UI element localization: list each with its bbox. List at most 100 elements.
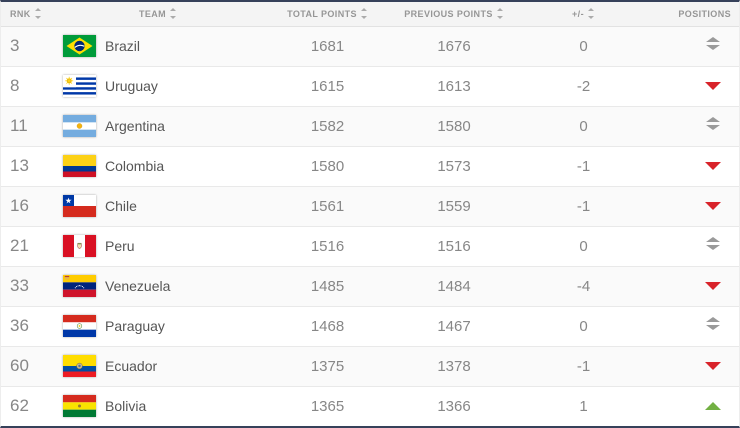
team-name[interactable]: Paraguay bbox=[105, 318, 165, 334]
team-cell[interactable]: Ecuador bbox=[51, 346, 265, 387]
team-cell[interactable]: Paraguay bbox=[51, 306, 265, 347]
previous-points-cell: 1516 bbox=[390, 226, 518, 267]
position-trend-up-icon bbox=[705, 402, 721, 411]
previous-points-cell: 1559 bbox=[390, 186, 518, 227]
rank-cell: 33 bbox=[1, 266, 51, 307]
positions-cell bbox=[649, 26, 739, 67]
table-row[interactable]: 36 Paraguay 1468 1467 0 bbox=[1, 306, 739, 347]
column-header-positions: POSITIONS bbox=[649, 2, 739, 27]
total-points-cell: 1468 bbox=[265, 306, 390, 347]
rank-cell: 60 bbox=[1, 346, 51, 387]
column-header-change[interactable]: +/- bbox=[518, 2, 649, 27]
column-header-previous-points[interactable]: PREVIOUS POINTS bbox=[390, 2, 518, 27]
brazil-flag-icon bbox=[63, 35, 96, 57]
total-points-cell: 1580 bbox=[265, 146, 390, 187]
positions-cell bbox=[649, 146, 739, 187]
team-name[interactable]: Bolivia bbox=[105, 398, 147, 415]
position-trend-down-icon bbox=[705, 362, 721, 370]
previous-points-cell: 1366 bbox=[437, 397, 471, 415]
points-change-cell: 0 bbox=[518, 106, 649, 147]
rank-cell: 11 bbox=[1, 106, 51, 147]
table-row[interactable]: 16 Chile 1561 1559 -1 bbox=[1, 186, 739, 227]
sort-icon[interactable] bbox=[360, 8, 368, 20]
position-trend-equal-icon bbox=[706, 117, 721, 130]
total-points-cell: 1375 bbox=[265, 346, 390, 387]
points-change-cell: 0 bbox=[518, 226, 649, 267]
team-cell[interactable]: Brazil bbox=[51, 26, 265, 67]
team-name[interactable]: Uruguay bbox=[105, 78, 158, 94]
table-row[interactable]: 8 Uruguay 1615 1613 -2 bbox=[1, 66, 739, 107]
total-points-cell: 1615 bbox=[265, 66, 390, 107]
points-change-cell: -1 bbox=[518, 146, 649, 187]
position-trend-down-icon bbox=[705, 82, 721, 90]
table-row[interactable]: 11 Argentina 1582 1580 0 bbox=[1, 106, 739, 147]
sort-icon[interactable] bbox=[496, 8, 504, 20]
team-cell[interactable]: Peru bbox=[51, 226, 265, 267]
colombia-flag-icon bbox=[63, 155, 96, 177]
team-cell[interactable]: Colombia bbox=[51, 146, 265, 187]
positions-cell bbox=[649, 226, 739, 267]
bolivia-flag-icon bbox=[63, 395, 96, 418]
positions-cell bbox=[649, 106, 739, 147]
points-change-cell: 0 bbox=[518, 306, 649, 347]
team-name[interactable]: Argentina bbox=[105, 118, 165, 134]
column-header-positions-label: POSITIONS bbox=[678, 8, 731, 19]
points-change-cell: -1 bbox=[518, 186, 649, 227]
rank-cell: 36 bbox=[1, 306, 51, 347]
sort-icon[interactable] bbox=[170, 8, 177, 20]
peru-flag-icon bbox=[63, 235, 96, 257]
points-change-cell: -1 bbox=[518, 346, 649, 387]
argentina-flag-icon bbox=[63, 115, 96, 137]
paraguay-flag-icon bbox=[63, 315, 96, 337]
table-row[interactable]: 33 Venezuela 1485 1484 -4 bbox=[1, 266, 739, 307]
team-cell[interactable]: Chile bbox=[51, 186, 265, 227]
team-cell[interactable]: Uruguay bbox=[51, 66, 265, 107]
team-name[interactable]: Peru bbox=[105, 238, 135, 254]
team-name[interactable]: Venezuela bbox=[105, 278, 171, 294]
rank-cell: 16 bbox=[1, 186, 51, 227]
previous-points-cell: 1580 bbox=[390, 106, 518, 147]
total-points-cell: 1516 bbox=[265, 226, 390, 267]
previous-points-cell: 1378 bbox=[390, 346, 518, 387]
rank-cell: 62 bbox=[10, 396, 29, 416]
total-points-cell: 1582 bbox=[265, 106, 390, 147]
position-trend-down-icon bbox=[705, 282, 721, 290]
venezuela-flag-icon bbox=[63, 275, 96, 297]
sort-icon[interactable] bbox=[587, 8, 595, 20]
team-name[interactable]: Chile bbox=[105, 198, 137, 214]
table-row[interactable]: 62 Bolivia 1365 1366 1 bbox=[1, 386, 739, 426]
team-cell[interactable]: Venezuela bbox=[51, 266, 265, 307]
table-header: RNK TEAM TOTAL POINTS PREVIOUS POINTS +/… bbox=[1, 2, 739, 27]
points-change-cell: -4 bbox=[518, 266, 649, 307]
rank-cell: 8 bbox=[1, 66, 51, 107]
team-name[interactable]: Ecuador bbox=[105, 358, 158, 374]
team-cell[interactable]: Bolivia bbox=[51, 386, 265, 426]
position-trend-equal-icon bbox=[706, 317, 721, 330]
previous-points-cell: 1613 bbox=[390, 66, 518, 107]
column-header-total-points[interactable]: TOTAL POINTS bbox=[265, 2, 390, 27]
rank-cell: 21 bbox=[1, 226, 51, 267]
sort-icon[interactable] bbox=[34, 8, 42, 20]
total-points-cell: 1561 bbox=[265, 186, 390, 227]
column-header-team[interactable]: TEAM bbox=[51, 2, 265, 27]
table-row[interactable]: 21 Peru 1516 1516 0 bbox=[1, 226, 739, 267]
previous-points-cell: 1573 bbox=[390, 146, 518, 187]
team-name[interactable]: Colombia bbox=[105, 158, 165, 174]
rank-cell: 13 bbox=[1, 146, 51, 187]
column-header-rank-label: RNK bbox=[10, 9, 31, 20]
position-trend-down-icon bbox=[705, 202, 721, 210]
team-name[interactable]: Brazil bbox=[105, 38, 141, 54]
table-row[interactable]: 60 Ecuador 1375 1378 -1 bbox=[1, 346, 739, 387]
team-cell[interactable]: Argentina bbox=[51, 106, 265, 147]
table-row[interactable]: 13 Colombia 1580 1573 -1 bbox=[1, 146, 739, 187]
total-points-cell: 1681 bbox=[265, 26, 390, 67]
column-header-change-label: +/- bbox=[572, 9, 584, 20]
column-header-previous-points-label: PREVIOUS POINTS bbox=[404, 9, 493, 20]
table-row[interactable]: 3 Brazil 1681 1676 0 bbox=[1, 26, 739, 67]
column-header-rank[interactable]: RNK bbox=[1, 2, 51, 27]
position-trend-down-icon bbox=[705, 162, 721, 170]
points-change-cell: -2 bbox=[518, 66, 649, 107]
rank-cell: 3 bbox=[1, 26, 51, 67]
